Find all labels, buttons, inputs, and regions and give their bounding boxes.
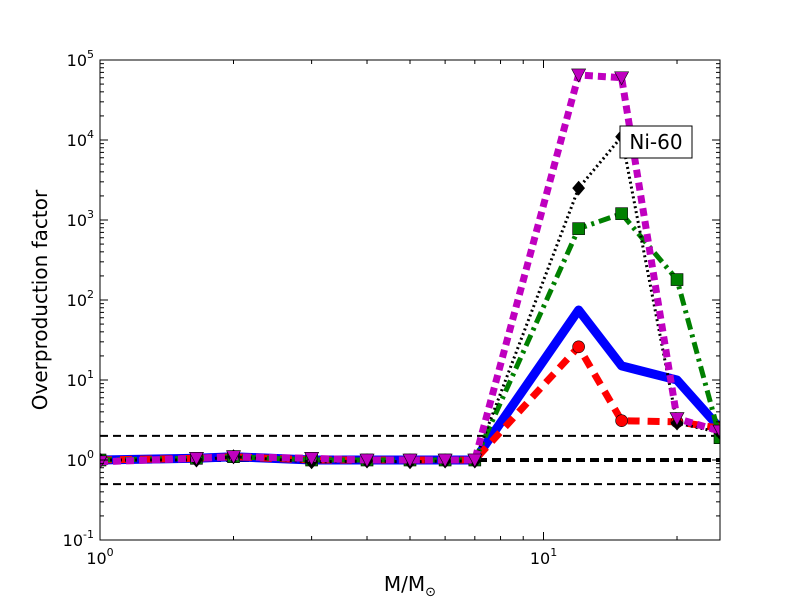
circle-marker [572, 340, 585, 354]
diamond-marker [572, 180, 586, 196]
circle-marker [615, 414, 628, 427]
triangle-down-marker [100, 455, 108, 470]
triangle-down-marker [437, 453, 453, 468]
x-axis-label-text: M/M [384, 572, 425, 596]
x-axis-label: M/M⊙ [384, 572, 436, 600]
y-tick-label: 10-1 [63, 528, 94, 550]
triangle-down-marker [226, 450, 242, 465]
square-marker [572, 222, 585, 235]
x-tick-label: 101 [530, 546, 557, 568]
annotation-box: Ni-60 [619, 125, 693, 159]
y-tick-label: 105 [67, 48, 94, 70]
triangle-down-marker [467, 453, 483, 468]
y-tick-label: 102 [67, 288, 94, 310]
square-marker [713, 431, 720, 444]
y-tick-label: 100 [67, 448, 94, 470]
y-axis-label: Overproduction factor [28, 189, 52, 410]
annotation-label: Ni-60 [629, 130, 682, 154]
triangle-down-marker [402, 453, 418, 468]
triangle-down-marker [571, 68, 587, 83]
y-tick-label: 101 [67, 368, 94, 390]
triangle-down-marker [359, 453, 375, 468]
annotation-frame [619, 125, 693, 159]
triangle-down-marker [669, 412, 685, 427]
y-tick-label: 103 [67, 208, 94, 230]
triangle-down-marker [712, 424, 720, 439]
triangle-down-marker [614, 71, 630, 86]
square-marker [615, 207, 628, 220]
square-marker [670, 273, 684, 286]
triangle-down-marker [188, 452, 204, 466]
y-tick-label: 104 [67, 128, 94, 150]
solar-symbol: ⊙ [425, 585, 436, 600]
triangle-down-marker [304, 452, 320, 466]
x-tick-label: 100 [86, 546, 113, 568]
